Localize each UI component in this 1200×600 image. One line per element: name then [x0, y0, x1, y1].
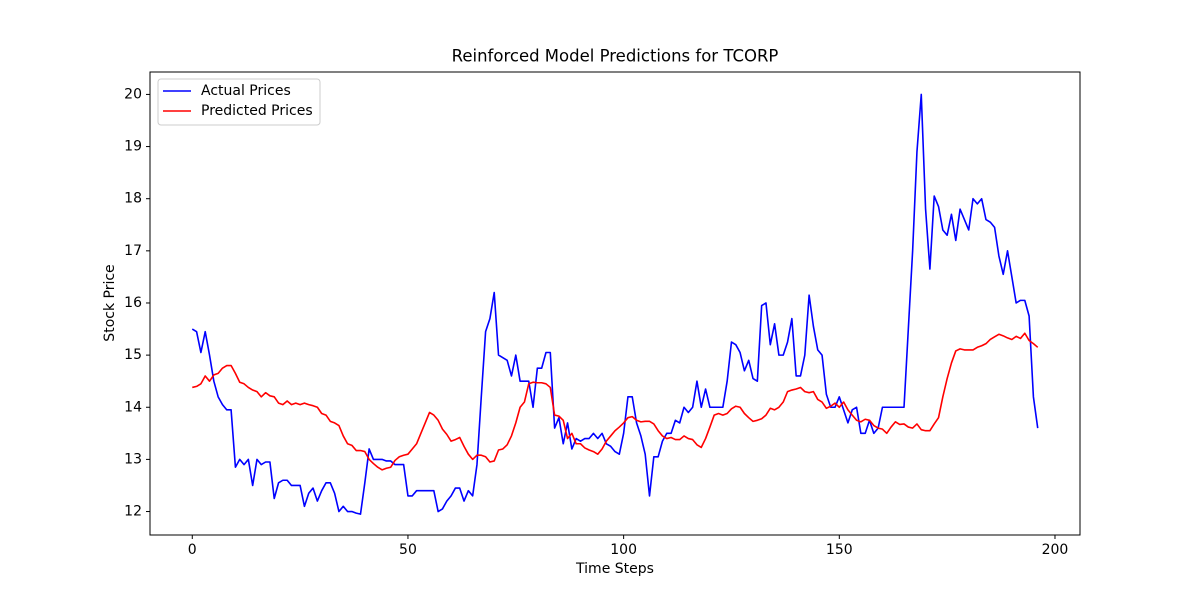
x-axis-label: Time Steps: [575, 561, 654, 577]
legend-label: Actual Prices: [201, 83, 291, 99]
x-tick-label: 50: [399, 542, 417, 558]
y-axis-label: Stock Price: [102, 264, 118, 341]
data-line: [192, 332, 1039, 471]
data-line: [191, 93, 1039, 515]
y-tick-label: 18: [124, 191, 142, 207]
y-tick-label: 17: [124, 243, 142, 259]
x-tick-label: 200: [1042, 542, 1069, 558]
legend: Actual Prices Predicted Prices: [157, 78, 321, 126]
x-tick-label: 100: [610, 542, 637, 558]
x-tick-label: 150: [826, 542, 853, 558]
y-tick-label: 19: [124, 139, 142, 155]
y-tick-label: 15: [124, 347, 142, 363]
y-tick-label: 13: [124, 451, 142, 467]
y-tick-label: 16: [124, 295, 142, 311]
y-tick-label: 12: [124, 504, 142, 520]
x-tick-label: 0: [188, 542, 197, 558]
y-tick-label: 14: [124, 399, 142, 415]
y-tick-label: 20: [124, 86, 142, 102]
plot-frame: [149, 71, 1081, 536]
legend-label: Predicted Prices: [201, 103, 313, 119]
chart-title: Reinforced Model Predictions for TCORP: [452, 47, 779, 66]
legend-box: [157, 78, 321, 126]
